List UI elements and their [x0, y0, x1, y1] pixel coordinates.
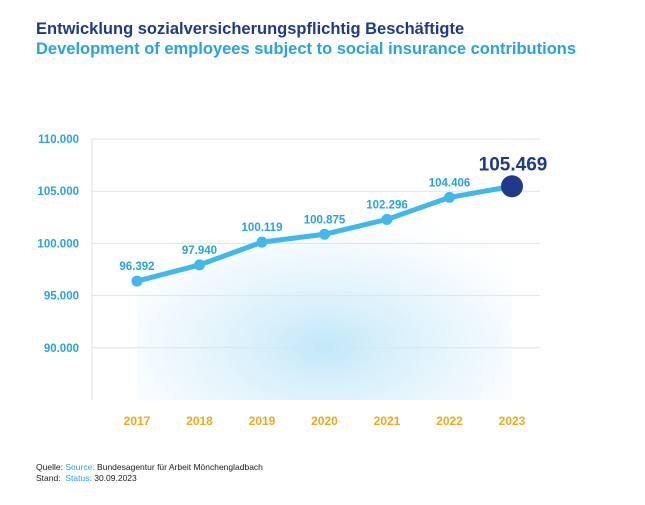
data-label: 104.406 — [429, 177, 471, 189]
data-point — [444, 191, 455, 203]
chart-title-german: Entwicklung sozialversicherungspflichtig… — [36, 20, 465, 38]
data-point — [194, 259, 205, 271]
y-tick-label: 105.000 — [37, 186, 79, 198]
data-label: 96.392 — [119, 261, 154, 273]
data-point — [131, 275, 143, 287]
data-point — [256, 236, 268, 248]
data-point — [381, 213, 393, 225]
source-value: Bundesagentur für Arbeit Mönchengladbach — [97, 462, 263, 472]
data-label: 102.296 — [366, 199, 408, 211]
area-glow — [137, 186, 512, 400]
y-tick-label: 95.000 — [44, 291, 79, 303]
source-line: Quelle: Source: Bundesagentur für Arbeit… — [36, 462, 263, 473]
source-key-german: Quelle: — [36, 462, 63, 472]
highlight-point — [501, 175, 523, 198]
status-line: Stand: Status: 30.09.2023 — [36, 473, 263, 484]
status-key-german: Stand: — [36, 473, 61, 483]
x-tick-label: 2021 — [374, 414, 401, 428]
y-tick-label: 90.000 — [44, 343, 79, 355]
highlight-data-label: 105.469 — [479, 154, 548, 175]
y-tick-label: 100.000 — [37, 238, 79, 250]
data-label: 100.875 — [304, 214, 346, 226]
data-label: 97.940 — [182, 245, 217, 257]
status-value: 30.09.2023 — [94, 473, 137, 483]
y-tick-label: 110.000 — [38, 134, 79, 146]
source-key-english: Source: — [65, 462, 95, 472]
x-tick-label: 2023 — [499, 414, 526, 428]
source-note: Quelle: Source: Bundesagentur für Arbeit… — [36, 462, 263, 484]
x-tick-label: 2022 — [436, 414, 463, 428]
x-tick-label: 2018 — [186, 414, 213, 428]
data-point — [319, 228, 330, 240]
x-tick-label: 2019 — [249, 414, 276, 428]
x-tick-label: 2017 — [124, 414, 151, 428]
data-label: 100.119 — [242, 222, 283, 234]
x-tick-label: 2020 — [311, 414, 338, 428]
status-key-english: Status: — [65, 473, 92, 483]
chart-title-english: Development of employees subject to soci… — [36, 40, 577, 58]
